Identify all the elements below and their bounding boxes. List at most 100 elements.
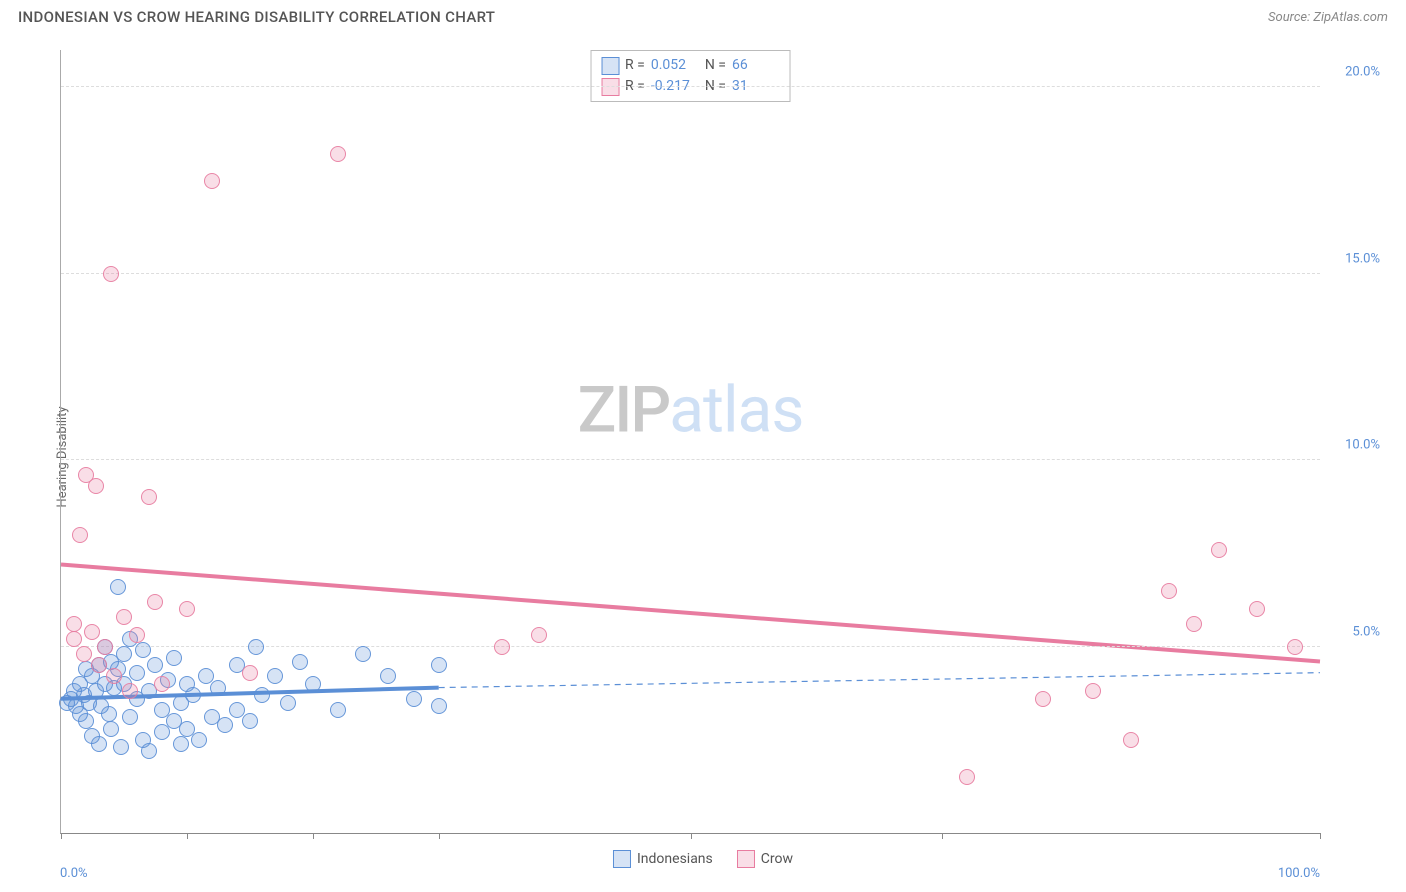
- data-point: [97, 639, 113, 655]
- x-min-label: 0.0%: [60, 866, 88, 881]
- stat-r-label: R =: [625, 55, 645, 76]
- data-point: [147, 594, 163, 610]
- data-point: [355, 646, 371, 662]
- data-point: [66, 631, 82, 647]
- data-point: [1186, 616, 1202, 632]
- data-point: [141, 743, 157, 759]
- data-point: [1287, 639, 1303, 655]
- data-point: [91, 736, 107, 752]
- data-point: [1123, 732, 1139, 748]
- data-point: [91, 657, 107, 673]
- data-point: [116, 609, 132, 625]
- x-tick: [187, 833, 188, 839]
- data-point: [78, 713, 94, 729]
- data-point: [141, 489, 157, 505]
- source-label: Source: ZipAtlas.com: [1268, 10, 1388, 25]
- data-point: [154, 676, 170, 692]
- data-point: [103, 266, 119, 282]
- data-point: [292, 654, 308, 670]
- y-tick-label: 15.0%: [1345, 251, 1380, 266]
- data-point: [147, 657, 163, 673]
- data-point: [191, 732, 207, 748]
- series-legend: Indonesians Crow: [613, 850, 793, 868]
- data-point: [106, 668, 122, 684]
- data-point: [242, 665, 258, 681]
- stats-row: R = 0.052 N = 66: [601, 55, 780, 76]
- data-point: [122, 683, 138, 699]
- data-point: [217, 717, 233, 733]
- data-point: [166, 650, 182, 666]
- swatch-icon: [613, 850, 631, 868]
- data-point: [103, 721, 119, 737]
- data-point: [129, 665, 145, 681]
- data-point: [494, 639, 510, 655]
- watermark-left: ZIP: [578, 373, 670, 448]
- y-tick-label: 20.0%: [1345, 65, 1380, 80]
- data-point: [173, 736, 189, 752]
- legend-label: Indonesians: [637, 851, 713, 867]
- stat-r-value: 0.052: [651, 55, 699, 76]
- legend-item: Crow: [737, 850, 793, 868]
- data-point: [431, 698, 447, 714]
- data-point: [1085, 683, 1101, 699]
- data-point: [113, 739, 129, 755]
- gridline: [61, 86, 1320, 87]
- data-point: [154, 724, 170, 740]
- data-point: [135, 642, 151, 658]
- data-point: [76, 646, 92, 662]
- data-point: [380, 668, 396, 684]
- data-point: [1161, 583, 1177, 599]
- y-tick-label: 5.0%: [1352, 624, 1380, 639]
- watermark-right: atlas: [669, 373, 803, 448]
- data-point: [242, 713, 258, 729]
- data-point: [66, 616, 82, 632]
- x-tick: [439, 833, 440, 839]
- data-point: [1211, 542, 1227, 558]
- swatch-icon: [737, 850, 755, 868]
- data-point: [254, 687, 270, 703]
- stats-legend: R =0.052N =66R =-0.217N =31: [590, 50, 791, 102]
- x-tick: [313, 833, 314, 839]
- data-point: [267, 668, 283, 684]
- y-tick-label: 10.0%: [1345, 438, 1380, 453]
- stat-n-label: N =: [705, 55, 726, 76]
- data-point: [129, 627, 145, 643]
- x-tick: [61, 833, 62, 839]
- data-point: [1249, 601, 1265, 617]
- data-point: [1035, 691, 1051, 707]
- data-point: [248, 639, 264, 655]
- data-point: [406, 691, 422, 707]
- data-point: [84, 624, 100, 640]
- data-point: [101, 706, 117, 722]
- legend-item: Indonesians: [613, 850, 713, 868]
- chart-title: INDONESIAN VS CROW HEARING DISABILITY CO…: [18, 8, 495, 26]
- data-point: [959, 769, 975, 785]
- data-point: [204, 173, 220, 189]
- watermark: ZIPatlas: [578, 373, 804, 448]
- data-point: [185, 687, 201, 703]
- gridline: [61, 273, 1320, 274]
- data-point: [210, 680, 226, 696]
- gridline: [61, 459, 1320, 460]
- data-point: [179, 601, 195, 617]
- legend-label: Crow: [761, 851, 793, 867]
- data-point: [431, 657, 447, 673]
- x-tick: [691, 833, 692, 839]
- data-point: [330, 146, 346, 162]
- data-point: [531, 627, 547, 643]
- data-point: [116, 646, 132, 662]
- data-point: [305, 676, 321, 692]
- chart-container: Hearing Disability ZIPatlas R =0.052N =6…: [18, 40, 1388, 874]
- data-point: [88, 478, 104, 494]
- data-point: [122, 709, 138, 725]
- x-max-label: 100.0%: [1278, 866, 1320, 881]
- data-point: [330, 702, 346, 718]
- x-tick: [942, 833, 943, 839]
- plot-area: ZIPatlas R =0.052N =66R =-0.217N =31 5.0…: [60, 50, 1320, 834]
- data-point: [72, 527, 88, 543]
- swatch-icon: [601, 57, 619, 75]
- stat-n-value: 66: [732, 55, 780, 76]
- data-point: [110, 579, 126, 595]
- data-point: [280, 695, 296, 711]
- x-tick: [1320, 833, 1321, 839]
